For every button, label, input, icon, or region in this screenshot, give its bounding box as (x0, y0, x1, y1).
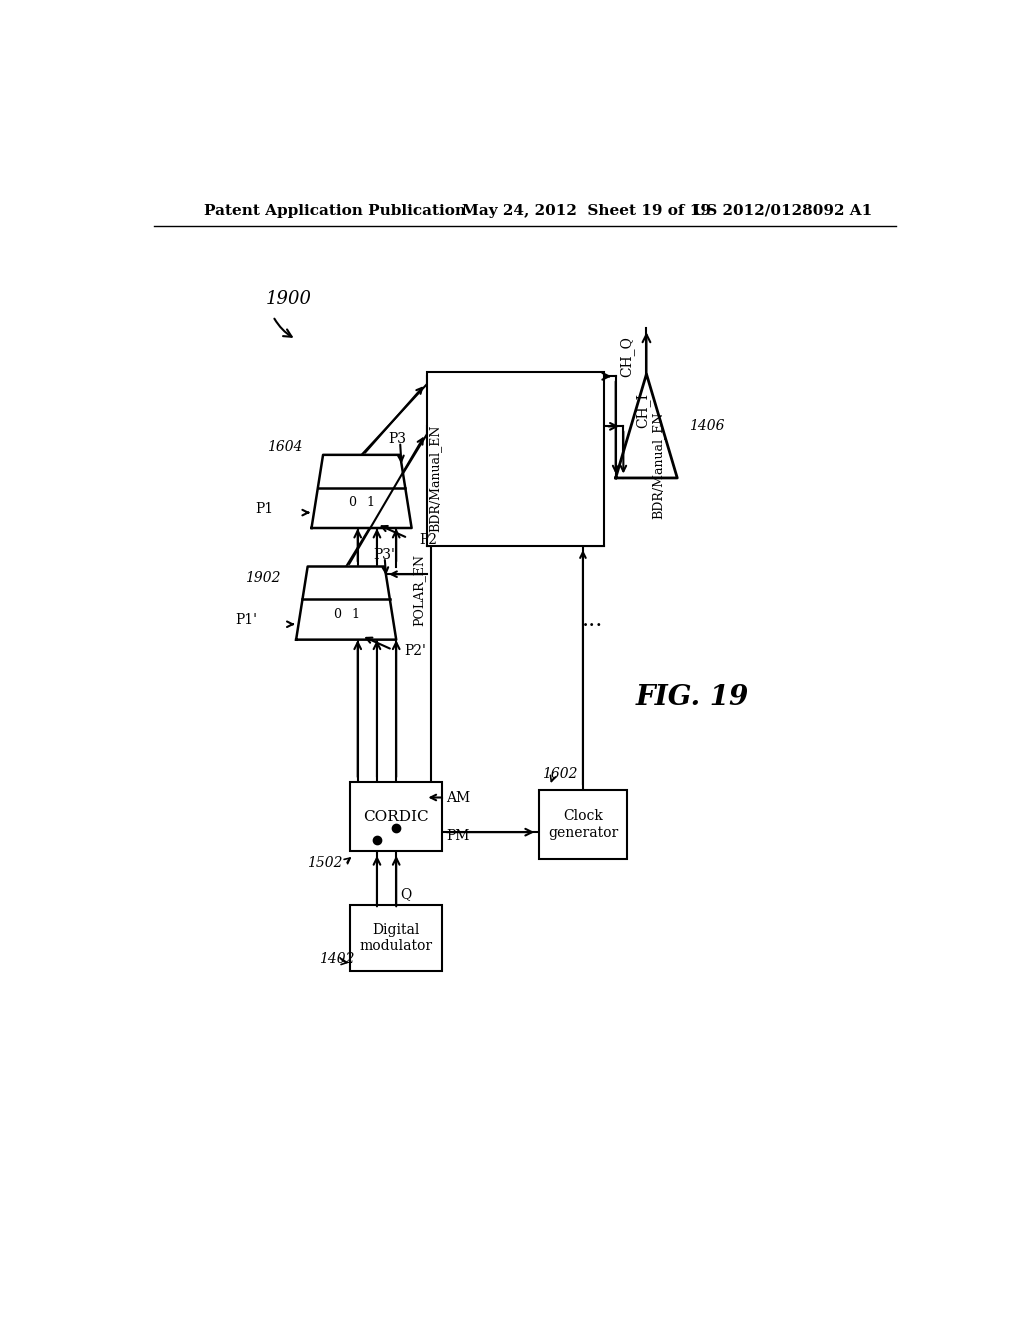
Text: 1: 1 (351, 607, 359, 620)
Text: CH_Q: CH_Q (620, 337, 635, 378)
Text: 0: 0 (348, 496, 356, 510)
Text: ...: ... (582, 610, 603, 631)
Text: CORDIC: CORDIC (364, 809, 429, 824)
Polygon shape (311, 455, 412, 528)
Text: P3: P3 (388, 433, 407, 446)
Text: P1: P1 (255, 502, 273, 516)
Bar (427, 372, 604, 545)
Text: FIG. 19: FIG. 19 (636, 684, 750, 711)
Text: BDR/Manual_EN: BDR/Manual_EN (651, 411, 665, 519)
Text: Patent Application Publication: Patent Application Publication (204, 203, 466, 218)
Text: Q: Q (400, 887, 412, 900)
Text: BDR/Manual_EN: BDR/Manual_EN (428, 424, 441, 532)
Text: 1602: 1602 (543, 767, 578, 781)
Text: 1502: 1502 (307, 855, 342, 870)
Text: P2': P2' (403, 644, 426, 659)
Polygon shape (296, 566, 396, 640)
Text: 0: 0 (333, 607, 341, 620)
Text: May 24, 2012  Sheet 19 of 19: May 24, 2012 Sheet 19 of 19 (462, 203, 711, 218)
Text: Digital
modulator: Digital modulator (359, 923, 433, 953)
Text: AM: AM (446, 791, 470, 804)
Text: 1902: 1902 (245, 572, 281, 585)
Bar (350, 906, 442, 970)
Text: 1604: 1604 (267, 440, 302, 454)
Text: 1406: 1406 (689, 418, 724, 433)
Text: P1': P1' (236, 614, 258, 627)
Bar (539, 789, 628, 859)
Text: US 2012/0128092 A1: US 2012/0128092 A1 (692, 203, 871, 218)
Text: PM: PM (446, 829, 470, 843)
Polygon shape (615, 374, 677, 478)
Text: P2: P2 (419, 532, 437, 546)
Text: 1402: 1402 (319, 952, 354, 966)
Text: Clock
generator: Clock generator (548, 809, 618, 840)
Text: CH_I: CH_I (635, 393, 650, 429)
Text: P3': P3' (373, 548, 395, 562)
Text: 1900: 1900 (265, 290, 311, 309)
Bar (350, 781, 442, 851)
Text: 1: 1 (367, 496, 375, 510)
Text: POLAR_EN: POLAR_EN (413, 553, 426, 626)
